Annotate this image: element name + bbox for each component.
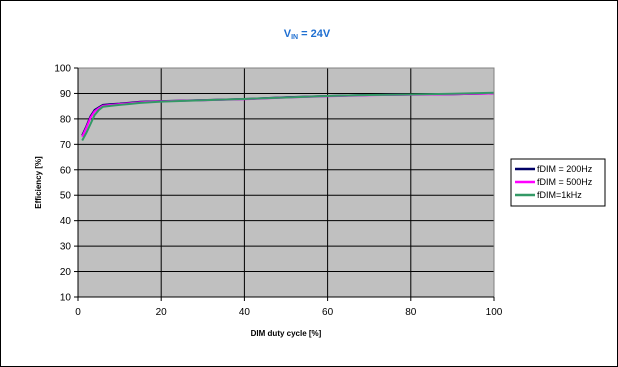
x-tick-label: 40: [239, 307, 251, 318]
plot-area: [78, 68, 494, 297]
legend-entry: fDIM = 200Hz: [537, 164, 593, 174]
y-tick-label: 20: [60, 267, 72, 278]
y-tick-label: 80: [60, 114, 72, 125]
y-axis-label: Efficiency [%]: [34, 156, 43, 209]
x-tick-label: 20: [156, 307, 168, 318]
legend: fDIM = 200Hz fDIM = 500Hz fDIM=1kHz: [510, 158, 606, 207]
series-line: [81, 91, 495, 141]
x-tick-labels: 0 20 40 60 80 100: [75, 307, 503, 318]
x-tick-label: 100: [486, 307, 503, 318]
legend-entry: fDIM = 500Hz: [537, 177, 593, 187]
y-tick-label: 90: [60, 89, 72, 100]
y-tick-label: 70: [60, 140, 72, 151]
legend-entry: fDIM=1kHz: [537, 190, 582, 200]
y-tick-label: 30: [60, 242, 72, 253]
y-tick-label: 50: [60, 191, 72, 202]
series-lines: [81, 91, 495, 141]
x-tick-label: 80: [405, 307, 417, 318]
y-tick-label: 40: [60, 216, 72, 227]
axes: [74, 67, 495, 301]
x-axis-label: DIM duty cycle [%]: [251, 329, 322, 338]
chart-title: VIN = 24V: [284, 28, 331, 41]
y-tick-label: 100: [54, 64, 71, 75]
y-tick-label: 60: [60, 165, 72, 176]
y-tick-label: 10: [60, 293, 72, 304]
x-tick-label: 60: [322, 307, 334, 318]
x-tick-label: 0: [75, 307, 81, 318]
y-tick-labels: 10 20 30 40 50 60 70 80 90 100: [54, 64, 71, 304]
